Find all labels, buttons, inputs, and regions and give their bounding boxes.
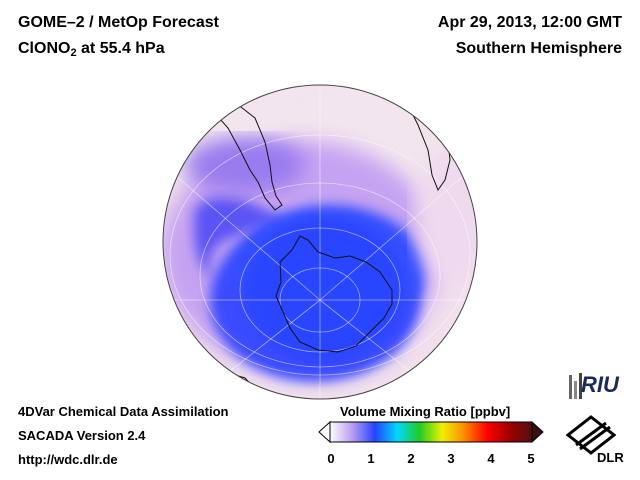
map-title: GOME–2 / MetOp Forecast [18, 14, 219, 31]
region-label: Southern Hemisphere [455, 40, 622, 57]
globe-surface [163, 85, 477, 399]
colorbar-low-arrow [318, 420, 331, 444]
dlr-logo-icon [566, 415, 616, 455]
footer-line-2: SACADA Version 2.4 [18, 428, 146, 443]
colorbar-title: Volume Mixing Ratio [ppbv] [340, 404, 511, 419]
riu-logo-icon [569, 373, 582, 399]
colorbar-tick-4: 4 [487, 451, 495, 466]
south-america-outline [204, 87, 283, 211]
colorbar-tick-3: 3 [447, 451, 455, 466]
colorbar [318, 420, 544, 444]
colorbar-high-arrow [531, 420, 544, 444]
riu-logo-text: RIU [581, 372, 619, 397]
colorbar-tick-2: 2 [407, 451, 415, 466]
antarctica-outline [275, 235, 393, 353]
globe-outline [162, 84, 478, 400]
dlr-logo-text: DLR [597, 450, 624, 465]
species-label: ClONO2 at 55.4 hPa [18, 40, 165, 59]
colorbar-tick-0: 0 [327, 451, 335, 466]
colorbar-scale [329, 421, 533, 443]
colorbar-tick-1: 1 [367, 451, 375, 466]
colorbar-tick-5: 5 [527, 451, 535, 466]
footer-url[interactable]: http://wdc.dlr.de [18, 452, 118, 467]
footer-line-1: 4DVar Chemical Data Assimilation [18, 404, 229, 419]
date-label: Apr 29, 2013, 12:00 GMT [437, 14, 622, 31]
